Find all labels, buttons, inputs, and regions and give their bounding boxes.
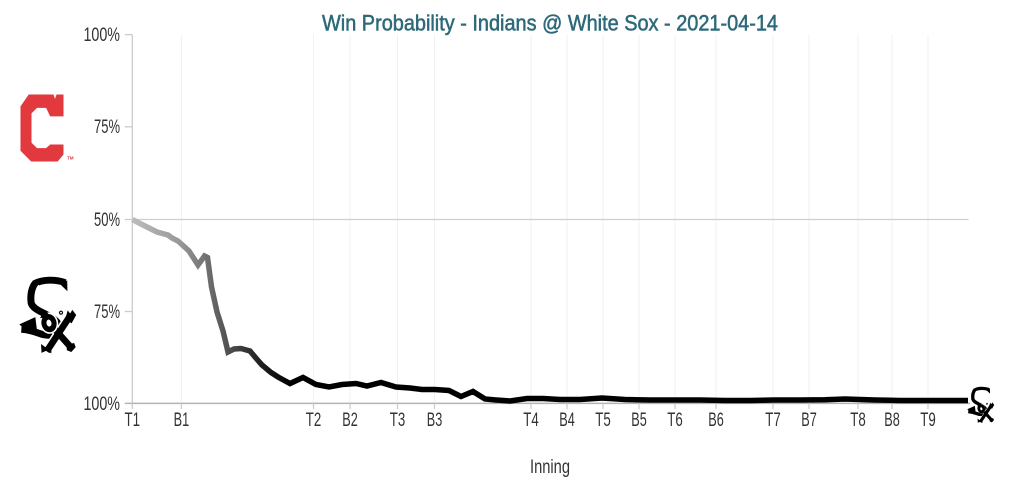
svg-text:T5: T5 [595, 410, 611, 431]
svg-text:100%: 100% [84, 394, 121, 415]
svg-text:T1: T1 [125, 410, 141, 431]
svg-text:B2: B2 [342, 410, 358, 431]
svg-text:B6: B6 [708, 410, 724, 431]
svg-text:T7: T7 [765, 410, 781, 431]
svg-text:75%: 75% [94, 302, 120, 323]
svg-text:T8: T8 [850, 410, 866, 431]
svg-text:T3: T3 [390, 410, 406, 431]
svg-text:Inning: Inning [530, 457, 570, 478]
svg-text:T2: T2 [306, 410, 322, 431]
svg-text:TM: TM [67, 155, 74, 160]
svg-text:50%: 50% [94, 210, 120, 231]
svg-text:75%: 75% [94, 117, 120, 138]
svg-text:100%: 100% [84, 25, 121, 46]
svg-text:B4: B4 [559, 410, 575, 431]
svg-text:T4: T4 [523, 410, 539, 431]
svg-text:B3: B3 [427, 410, 443, 431]
svg-text:B7: B7 [801, 410, 817, 431]
svg-text:B1: B1 [174, 410, 190, 431]
svg-text:Win Probability - Indians @ Wh: Win Probability - Indians @ White Sox - … [322, 11, 778, 36]
svg-text:B5: B5 [631, 410, 647, 431]
svg-text:T9: T9 [920, 410, 936, 431]
svg-text:B8: B8 [884, 410, 900, 431]
svg-text:T6: T6 [667, 410, 683, 431]
